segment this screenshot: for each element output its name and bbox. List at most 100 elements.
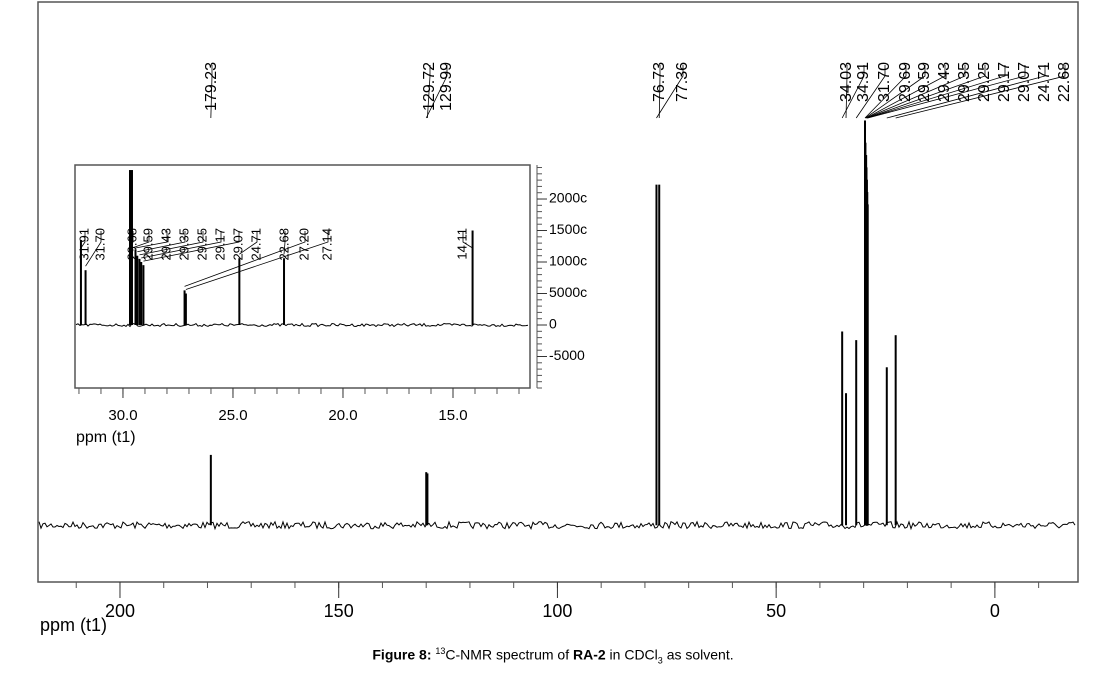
peak (79, 239, 82, 326)
x-tick-label: 30.0 (108, 407, 137, 424)
peak-label: 14.11 (454, 228, 469, 260)
peak-leader (886, 65, 1046, 119)
peak-label: 77.36 (674, 62, 691, 102)
peak-leader (425, 65, 448, 119)
peak (84, 270, 87, 326)
caption-sub: 3 (657, 655, 663, 666)
peak-label: 22.68 (276, 228, 291, 261)
peak-leader (865, 65, 926, 119)
peak-leader (462, 231, 473, 249)
peak-label: 31.70 (876, 62, 893, 102)
peak (209, 454, 212, 526)
peak-label: 34.91 (855, 62, 872, 102)
peak (238, 258, 241, 326)
peak (841, 331, 844, 526)
peak (658, 184, 661, 526)
peak (138, 258, 141, 326)
peak-leader (658, 65, 661, 119)
x-tick-label: 0 (990, 601, 1000, 621)
peak-leader (139, 231, 204, 256)
peak-leader (867, 65, 1026, 119)
caption: Figure 8: 13C-NMR spectrum of RA-2 in CD… (0, 646, 1106, 665)
peak-label: 29.35 (956, 62, 973, 102)
peak-leader (137, 231, 186, 253)
peak (655, 184, 658, 526)
x-tick-label: 20.0 (328, 407, 357, 424)
caption-text: C-NMR spectrum of (445, 646, 570, 663)
peak-label: 129.99 (438, 62, 455, 111)
peak-leader (131, 231, 150, 249)
peak-leader (656, 65, 684, 119)
peak-label: 29.17 (212, 228, 227, 261)
y-tick-label: 1500c (549, 221, 587, 237)
x-tick-label: 50 (766, 601, 786, 621)
peak-label: 29.59 (916, 62, 933, 102)
peak (183, 290, 186, 326)
inset-frame (74, 164, 531, 389)
x-tick-label: 15.0 (438, 407, 467, 424)
caption-sup: 13 (435, 646, 446, 656)
peak-leader (855, 65, 886, 119)
peak-leader (185, 231, 329, 290)
peak-leader (141, 231, 222, 259)
y-tick-label: 2000c (549, 190, 587, 206)
baseline-noise (75, 322, 529, 328)
peak-label: 27.14 (319, 228, 334, 261)
peak (855, 340, 858, 526)
peak-leader (841, 65, 865, 119)
peak-leader (866, 65, 986, 119)
peak-label: 24.71 (248, 228, 263, 261)
peak (471, 230, 474, 326)
peak (425, 472, 428, 526)
y-tick-label: 1000c (549, 253, 587, 269)
peak (140, 262, 143, 326)
peak-leader (239, 231, 258, 255)
x-tick-label: 200 (105, 601, 135, 621)
peak (885, 367, 888, 526)
x-tick-label: 25.0 (218, 407, 247, 424)
peak-leader (864, 65, 907, 119)
caption-compound: RA-2 (572, 646, 606, 663)
peak-leader (866, 65, 966, 119)
peak-leader (427, 65, 431, 119)
peak (134, 249, 137, 326)
caption-text: as solvent. (666, 646, 734, 663)
peak (130, 170, 133, 326)
peak-leader (143, 231, 240, 262)
x-tick-label: 150 (324, 601, 354, 621)
peak (845, 393, 848, 526)
peak-label: 29.07 (230, 228, 245, 261)
peak (426, 473, 429, 526)
peak-label: 29.69 (897, 62, 914, 102)
peak-leader (867, 65, 1006, 119)
peak-leader (865, 65, 946, 119)
y-tick-label: 5000c (549, 284, 587, 300)
peak-label: 29.25 (194, 228, 209, 261)
y-tick-label: -5000 (549, 347, 585, 363)
peak-leader (210, 65, 213, 119)
peak (142, 265, 145, 326)
y-tick-label: 0 (549, 316, 557, 332)
peak-leader (135, 231, 168, 249)
caption-label: Figure 8: (372, 646, 432, 663)
caption-text: in CDCl (609, 646, 658, 663)
x-tick-label: 100 (542, 601, 572, 621)
peak-leader (184, 231, 306, 287)
peak-leader (283, 231, 286, 255)
peak (136, 255, 139, 326)
peak-leader (845, 65, 848, 119)
baseline-noise (38, 520, 1076, 531)
peak-leader (85, 231, 102, 267)
peak-label: 27.20 (296, 228, 311, 261)
x-axis-label: ppm (t1) (40, 615, 107, 635)
peak (283, 258, 286, 326)
peak (184, 293, 187, 326)
peak-leader (895, 65, 1066, 119)
peak (894, 335, 897, 526)
peak-label: 24.71 (1036, 62, 1053, 102)
peak-label: 29.35 (176, 228, 191, 261)
main-frame (37, 1, 1079, 583)
peak-leader (80, 231, 86, 249)
